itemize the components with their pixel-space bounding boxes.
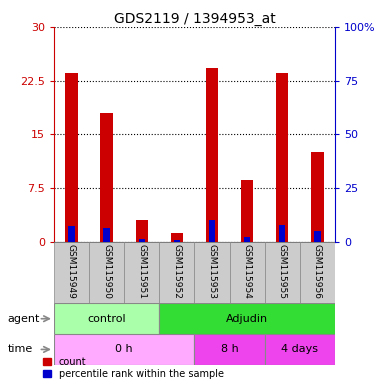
Text: GSM115953: GSM115953	[208, 244, 216, 299]
Text: GSM115952: GSM115952	[172, 244, 181, 299]
Bar	[124, 242, 159, 303]
Bar	[104, 228, 110, 242]
Bar	[174, 240, 180, 242]
Text: GSM115949: GSM115949	[67, 244, 76, 299]
Text: GSM115954: GSM115954	[243, 244, 252, 299]
Bar	[241, 180, 253, 242]
Bar	[159, 242, 194, 303]
Text: 0 h: 0 h	[116, 344, 133, 354]
Bar	[276, 73, 288, 242]
Text: time: time	[8, 344, 33, 354]
Text: GSM115956: GSM115956	[313, 244, 322, 299]
Bar	[264, 242, 300, 303]
Bar	[194, 242, 229, 303]
Bar	[68, 226, 75, 242]
Title: GDS2119 / 1394953_at: GDS2119 / 1394953_at	[114, 12, 275, 26]
Bar	[311, 152, 323, 242]
Bar	[194, 334, 265, 365]
Text: Adjudin: Adjudin	[226, 314, 268, 324]
Text: GSM115951: GSM115951	[137, 244, 146, 299]
Text: 4 days: 4 days	[281, 344, 318, 354]
Bar	[300, 242, 335, 303]
Text: agent: agent	[8, 314, 40, 324]
Bar	[54, 242, 89, 303]
Bar	[244, 237, 250, 242]
Bar	[279, 225, 285, 242]
Bar	[171, 233, 183, 242]
Bar	[54, 334, 194, 365]
Text: control: control	[87, 314, 126, 324]
Legend: count, percentile rank within the sample: count, percentile rank within the sample	[44, 357, 224, 379]
Text: 8 h: 8 h	[221, 344, 238, 354]
Text: GSM115950: GSM115950	[102, 244, 111, 299]
Bar	[209, 220, 215, 242]
Bar	[206, 68, 218, 242]
Bar	[65, 73, 78, 242]
Bar	[159, 303, 335, 334]
Bar	[264, 334, 335, 365]
Bar	[100, 113, 113, 242]
Bar	[314, 230, 321, 242]
Bar	[229, 242, 265, 303]
Bar	[136, 220, 148, 242]
Text: GSM115955: GSM115955	[278, 244, 287, 299]
Bar	[89, 242, 124, 303]
Bar	[139, 239, 145, 242]
Bar	[54, 303, 159, 334]
